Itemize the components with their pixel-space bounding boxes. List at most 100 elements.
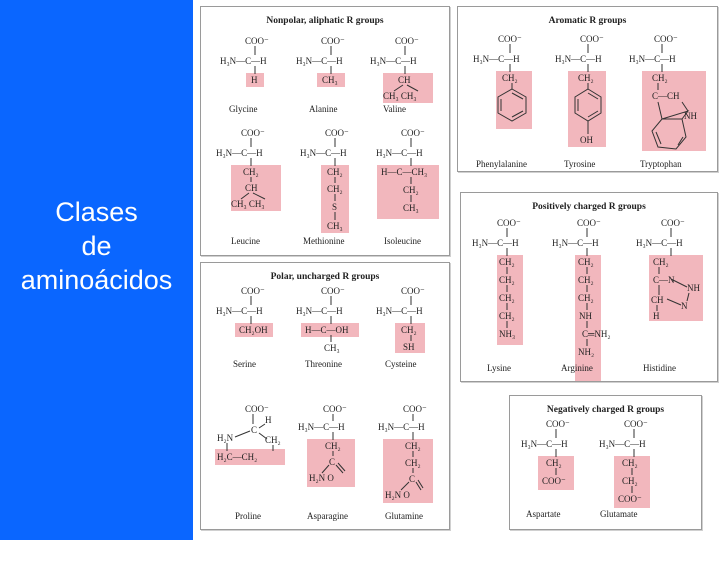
ch3-label: CH₃	[327, 221, 343, 231]
amino-acid-name: Serine	[233, 359, 256, 369]
h-label: H	[265, 415, 272, 425]
ch2-label: CH₂	[652, 73, 668, 83]
bonds	[254, 46, 256, 74]
ch3-pair-label: CH₃ CH₃	[383, 91, 417, 101]
carboxylate-label: COO⁻	[241, 128, 265, 138]
amino-acid-name: Glutamine	[385, 511, 423, 521]
amino-backbone-label: H₃N—C—H	[370, 56, 417, 66]
ch2-label: CH₂	[403, 185, 419, 195]
amino-backbone-label: H₃N—C—H	[216, 306, 263, 316]
nonpolar-panel: Nonpolar, aliphatic R groups COO⁻ H₃N—C—…	[200, 6, 450, 256]
ch2-label: CH₂	[622, 458, 638, 468]
amino-backbone-label: H₃N—C—H	[629, 54, 676, 64]
amino-acid-name: Phenylalanine	[476, 159, 527, 169]
carboxylate-label: COO⁻	[661, 218, 685, 228]
bonds	[400, 414, 424, 491]
ch2-label: CH₂	[578, 73, 594, 83]
amino-backbone-label: H₃N—C—H	[216, 148, 263, 158]
carboxylate-label: COO⁻	[577, 218, 601, 228]
panel-title: Nonpolar, aliphatic R groups	[266, 16, 384, 26]
imidazole-ring	[656, 228, 690, 311]
ch2-label: CH₂	[578, 257, 594, 267]
n-label: N	[681, 301, 688, 311]
c-label: C	[251, 425, 258, 435]
ch2-label: CH₂	[499, 275, 515, 285]
panel-title: Positively charged R groups	[532, 202, 646, 212]
r-group-highlight	[575, 255, 601, 381]
ch-label: CH	[398, 75, 411, 85]
amino-acid-name: Glycine	[229, 104, 258, 114]
bonds	[506, 228, 508, 328]
amino-acid-name: Tryptophan	[640, 159, 682, 169]
bonds	[321, 414, 346, 474]
h2c-ch2-label: H₂C—CH₂	[217, 452, 258, 462]
amino-acid-name: Proline	[235, 511, 261, 521]
c-ch-label: C—CH	[652, 91, 680, 101]
ch2-label: CH₂	[499, 293, 515, 303]
amino-backbone-label: H₃N—C—H	[296, 56, 343, 66]
slide-title: Clases de aminoácidos	[0, 195, 193, 297]
ch2-label: CH₂	[327, 184, 343, 194]
h-label: H	[251, 75, 258, 85]
ch2oh-label: CH₂OH	[239, 325, 268, 335]
c-label: C	[409, 474, 416, 484]
amino-backbone-label: H₃N—C—H	[552, 238, 599, 248]
h-c-ch3-label: H—C—CH₃	[381, 167, 428, 177]
r-group-highlight	[307, 439, 355, 487]
panel-title: Polar, uncharged R groups	[270, 272, 380, 282]
r-group-highlight	[497, 255, 523, 345]
ch3-label: CH₃	[324, 343, 340, 353]
negative-panel: Negatively charged R groups COO⁻ H₃N—C—H…	[509, 395, 702, 530]
h-c-oh-label: H—C—OH	[305, 325, 349, 335]
amino-backbone-label: H₃N—C—H	[298, 422, 345, 432]
sh-label: SH	[403, 342, 415, 352]
carboxylate-label: COO⁻	[241, 286, 265, 296]
r-group-highlight	[614, 456, 650, 508]
bonds	[330, 296, 332, 342]
h2n-label: H₂N	[217, 433, 234, 443]
amino-backbone-label: H₃N—C—H	[296, 306, 343, 316]
bonds	[330, 46, 332, 74]
amino-acid-name: Arginine	[561, 363, 593, 373]
ch2-label: CH₂	[578, 275, 594, 285]
carboxylate-label: COO⁻	[245, 404, 269, 414]
r-group-highlight	[231, 165, 281, 211]
carboxylate-label: COO⁻	[580, 34, 604, 44]
carboxylate-label: COO⁻	[325, 128, 349, 138]
amino-backbone-label: H₃N—C—H	[473, 54, 520, 64]
positive-panel: Positively charged R groups COO⁻ H₃N—C—H…	[460, 192, 718, 382]
oh-label: OH	[580, 135, 593, 145]
ch2-label: CH₂	[502, 73, 518, 83]
bonds	[410, 138, 412, 202]
s-label: S	[332, 202, 338, 212]
amino-backbone-label: H₃N—C—H	[376, 148, 423, 158]
amino-acid-name: Valine	[383, 104, 406, 114]
carboxylate-label: COO⁻	[654, 34, 678, 44]
carboxylate-label: COO⁻	[546, 419, 570, 429]
ch2-label: CH₂	[327, 167, 343, 177]
bonds	[334, 138, 336, 220]
amino-acid-name: Alanine	[309, 104, 338, 114]
benzene-ring	[574, 44, 602, 134]
r-group-highlight	[568, 71, 606, 147]
c-nh-label: C—N	[653, 275, 675, 285]
aromatic-panel: Aromatic R groups COO⁻ H₃N—C—H CH₂ Pheny…	[457, 6, 718, 172]
amino-acid-name: Aspartate	[526, 509, 561, 519]
amino-backbone-label: H₃N—C—H	[555, 54, 602, 64]
c-nh2-label: C═NH₂	[582, 329, 611, 339]
amino-backbone-label: H₃N—C—H	[599, 439, 646, 449]
amino-acid-name: Asparagine	[307, 511, 348, 521]
r-group-highlight	[317, 73, 345, 87]
polar-panel: Polar, uncharged R groups COO⁻ H₃N—C—H C…	[200, 262, 450, 530]
amino-backbone-label: H₃N—C—H	[300, 148, 347, 158]
slide-title-line: de	[81, 231, 112, 261]
carboxylate-label: COO⁻	[321, 36, 345, 46]
amino-acid-name: Leucine	[231, 236, 260, 246]
ch2-label: CH₂	[653, 257, 669, 267]
amino-backbone-label: H₃N—C—H	[472, 238, 519, 248]
carboxylate-label: COO⁻	[245, 36, 269, 46]
ch3-label: CH₃	[322, 75, 338, 85]
amino-acid-name: Threonine	[305, 359, 342, 369]
r-group-highlight	[383, 73, 433, 103]
ch2-label: CH₂	[546, 458, 562, 468]
